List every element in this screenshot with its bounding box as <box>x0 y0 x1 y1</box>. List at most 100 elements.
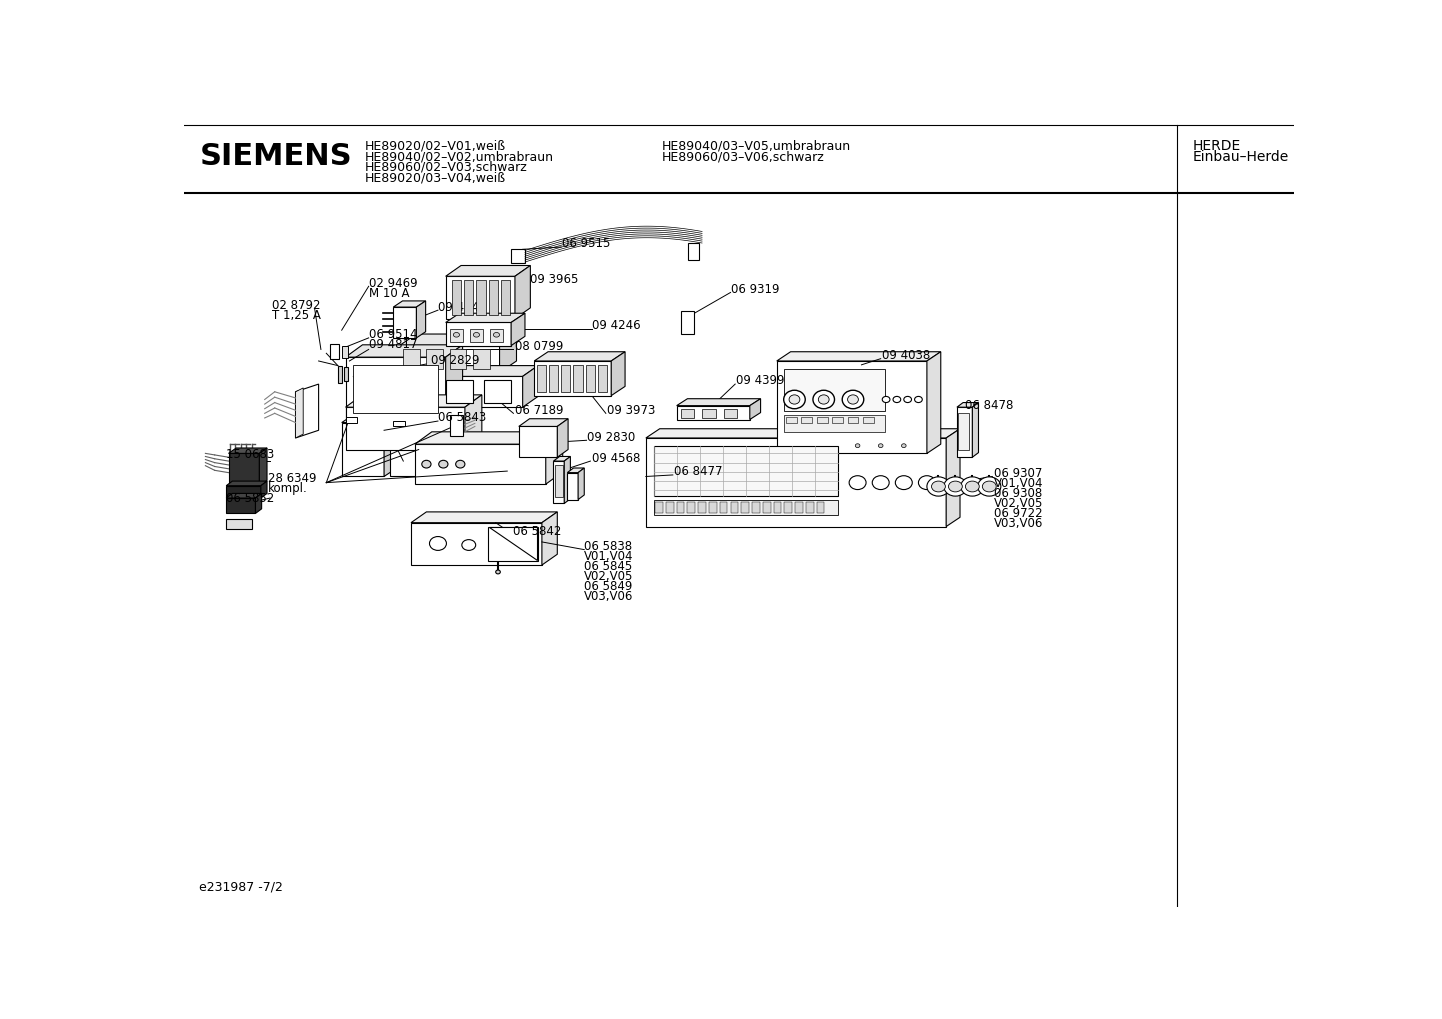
Polygon shape <box>255 493 261 514</box>
Polygon shape <box>415 444 545 484</box>
Polygon shape <box>438 366 538 376</box>
Polygon shape <box>545 432 562 484</box>
Ellipse shape <box>438 461 448 468</box>
Polygon shape <box>750 398 760 420</box>
Bar <box>510 250 525 263</box>
Text: 02 8792: 02 8792 <box>271 299 320 312</box>
Polygon shape <box>450 350 466 369</box>
Bar <box>345 367 348 381</box>
Ellipse shape <box>473 332 480 337</box>
Bar <box>450 415 463 436</box>
Ellipse shape <box>496 570 500 574</box>
Ellipse shape <box>945 477 968 496</box>
Ellipse shape <box>960 477 983 496</box>
Polygon shape <box>549 365 558 391</box>
Bar <box>555 465 562 497</box>
Ellipse shape <box>848 394 858 405</box>
Bar <box>330 344 339 360</box>
Text: HE89020/03–V04,weiß: HE89020/03–V04,weiß <box>365 171 506 184</box>
Bar <box>959 414 969 450</box>
Bar <box>653 499 838 515</box>
Text: 09 4038: 09 4038 <box>883 350 930 362</box>
Text: 06 5849: 06 5849 <box>584 580 633 593</box>
Bar <box>784 502 792 513</box>
Text: 06 5852: 06 5852 <box>226 491 274 504</box>
Polygon shape <box>487 527 538 561</box>
Polygon shape <box>567 468 584 473</box>
Polygon shape <box>226 493 261 498</box>
Ellipse shape <box>982 481 996 492</box>
Polygon shape <box>226 498 255 514</box>
Polygon shape <box>446 344 463 419</box>
Polygon shape <box>957 408 972 458</box>
Polygon shape <box>489 329 503 341</box>
Polygon shape <box>972 403 979 458</box>
Ellipse shape <box>421 461 431 468</box>
Polygon shape <box>394 307 417 338</box>
Polygon shape <box>404 350 420 369</box>
Ellipse shape <box>978 477 1001 496</box>
Polygon shape <box>399 345 499 373</box>
Text: 09 4249: 09 4249 <box>438 301 486 314</box>
Polygon shape <box>489 280 497 315</box>
Text: V03,V06: V03,V06 <box>584 590 633 603</box>
Polygon shape <box>450 329 463 341</box>
Text: HE89040/02–V02,umbrabraun: HE89040/02–V02,umbrabraun <box>365 150 554 163</box>
Text: V03,V06: V03,V06 <box>994 517 1043 530</box>
Text: 06 9319: 06 9319 <box>731 283 779 296</box>
Text: kompl.: kompl. <box>268 482 307 494</box>
Polygon shape <box>489 527 538 560</box>
Polygon shape <box>598 365 607 391</box>
Ellipse shape <box>927 477 950 496</box>
Polygon shape <box>228 448 267 453</box>
Bar <box>666 502 673 513</box>
Polygon shape <box>464 394 482 449</box>
Ellipse shape <box>949 481 962 492</box>
Polygon shape <box>578 468 584 499</box>
Polygon shape <box>534 361 611 395</box>
Polygon shape <box>561 365 571 391</box>
Ellipse shape <box>456 461 464 468</box>
Bar <box>795 502 803 513</box>
Bar <box>337 366 342 382</box>
Polygon shape <box>473 350 489 369</box>
Polygon shape <box>536 365 545 391</box>
Ellipse shape <box>855 443 859 447</box>
Text: 06 5843: 06 5843 <box>438 412 486 425</box>
Polygon shape <box>470 329 483 341</box>
Polygon shape <box>777 361 927 453</box>
Bar <box>702 409 715 418</box>
Polygon shape <box>394 301 425 307</box>
Polygon shape <box>346 357 446 419</box>
Bar <box>342 345 348 358</box>
Text: 06 5838: 06 5838 <box>584 540 633 553</box>
Polygon shape <box>446 266 531 276</box>
Text: 09 4246: 09 4246 <box>593 319 640 332</box>
Text: 09 4568: 09 4568 <box>593 451 640 465</box>
Polygon shape <box>464 280 473 315</box>
Polygon shape <box>567 473 578 499</box>
Polygon shape <box>417 301 425 338</box>
Polygon shape <box>446 276 515 319</box>
Text: 28 6349: 28 6349 <box>268 472 316 484</box>
Polygon shape <box>296 388 303 438</box>
Ellipse shape <box>461 540 476 550</box>
Ellipse shape <box>819 394 829 405</box>
Text: HE89020/02–V01,weiß: HE89020/02–V01,weiß <box>365 140 506 152</box>
Text: 02 9469: 02 9469 <box>369 277 418 289</box>
Polygon shape <box>342 423 384 477</box>
Text: 06 9308: 06 9308 <box>994 487 1043 500</box>
Text: 06 5842: 06 5842 <box>513 525 562 538</box>
Text: e231987 -7/2: e231987 -7/2 <box>199 880 283 894</box>
Polygon shape <box>226 486 261 498</box>
Bar <box>806 502 813 513</box>
Ellipse shape <box>872 476 890 489</box>
Bar <box>688 502 695 513</box>
Polygon shape <box>574 365 583 391</box>
Text: V01,V04: V01,V04 <box>994 477 1044 490</box>
Text: V02,V05: V02,V05 <box>584 570 633 583</box>
Text: 06 5845: 06 5845 <box>584 560 633 573</box>
Text: 06 8478: 06 8478 <box>965 399 1014 412</box>
Polygon shape <box>557 419 568 458</box>
Text: HE89040/03–V05,umbrabraun: HE89040/03–V05,umbrabraun <box>662 140 851 152</box>
